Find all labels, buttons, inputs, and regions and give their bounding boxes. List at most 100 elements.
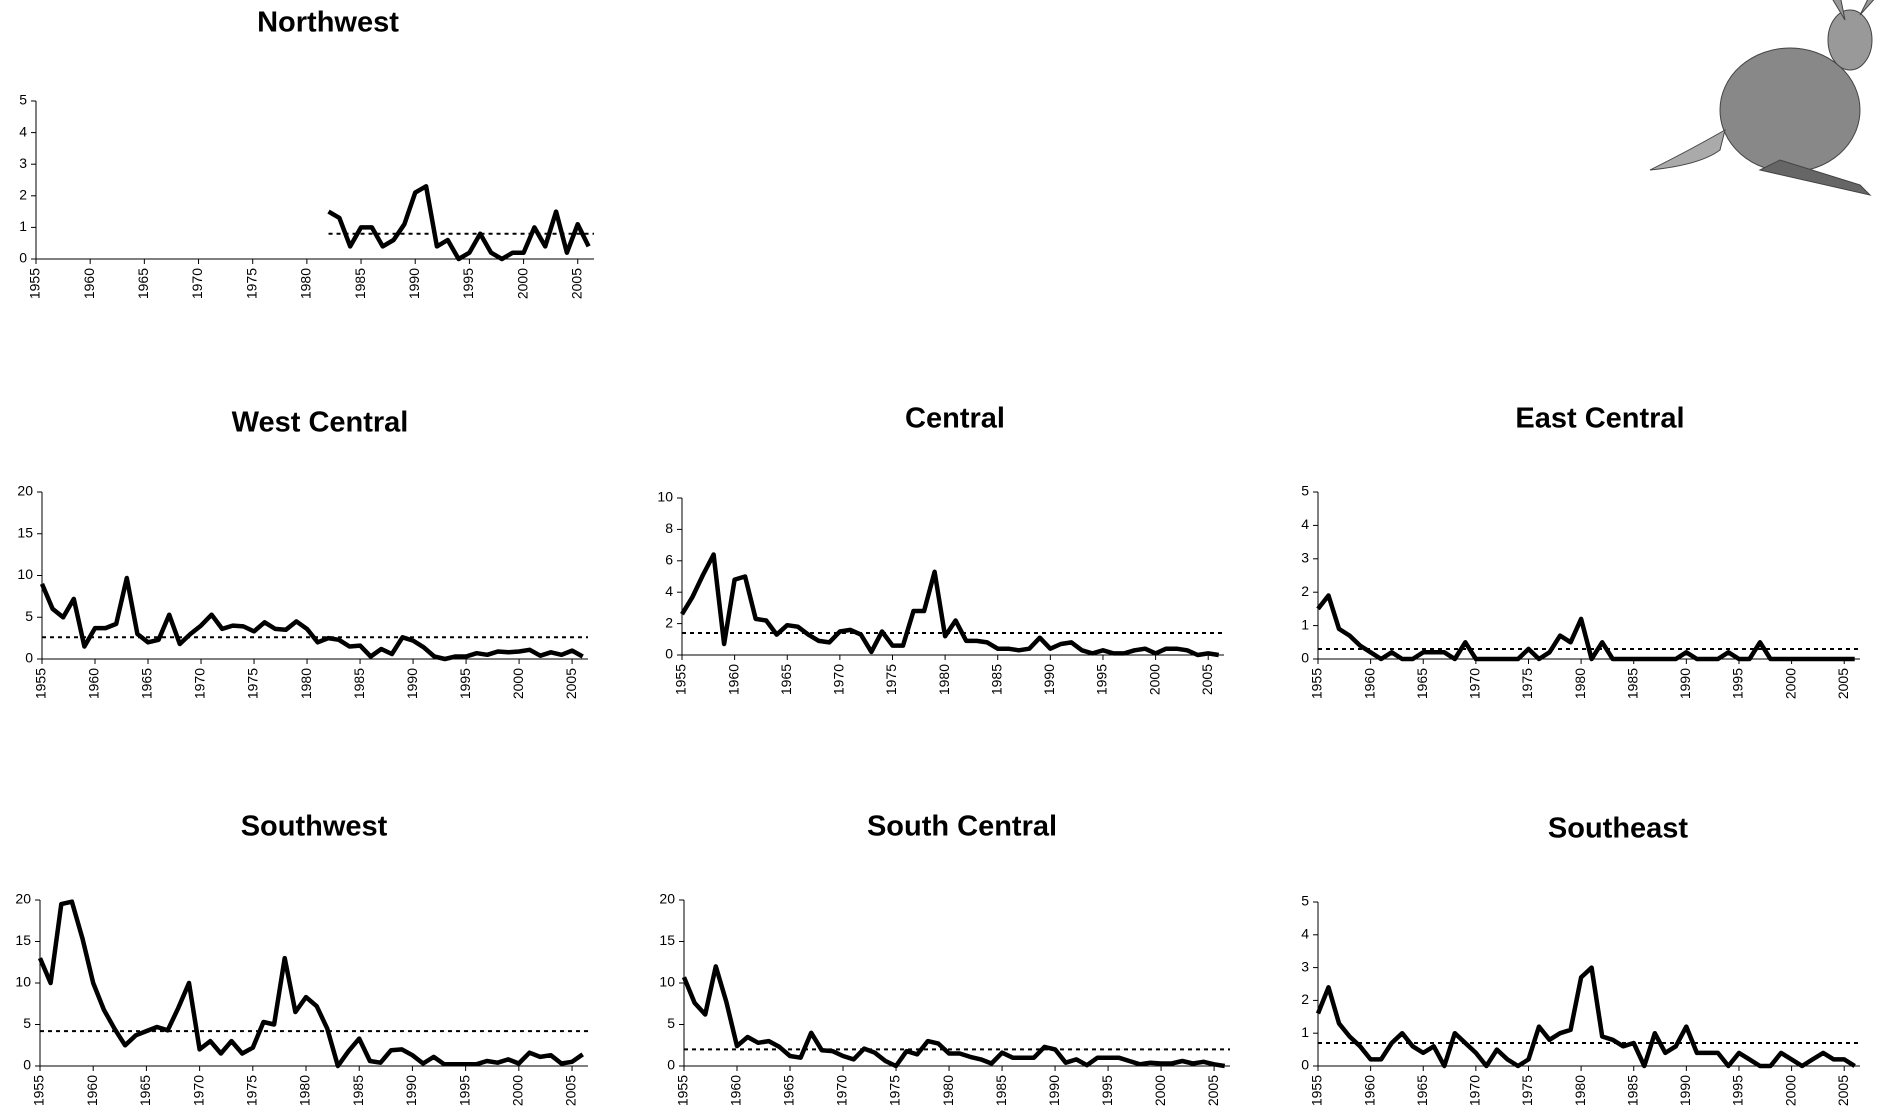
- x-tick-label: 1990: [1046, 1075, 1062, 1106]
- x-tick-label: 2000: [510, 1075, 526, 1106]
- y-tick-label: 15: [659, 932, 675, 948]
- y-tick-label: 0: [665, 646, 673, 662]
- x-tick-label: 1985: [1624, 668, 1640, 699]
- y-tick-label: 2: [19, 187, 27, 203]
- x-tick-label: 1960: [86, 668, 102, 699]
- y-tick-label: 10: [657, 489, 673, 505]
- y-tick-label: 6: [665, 552, 673, 568]
- x-tick-label: 1965: [778, 664, 794, 695]
- x-tick-label: 1985: [350, 1075, 366, 1106]
- x-tick-label: 1970: [189, 268, 205, 299]
- y-tick-label: 0: [667, 1057, 675, 1073]
- x-tick-label: 1960: [725, 664, 741, 695]
- y-tick-label: 4: [1301, 926, 1309, 942]
- x-tick-label: 1995: [460, 268, 476, 299]
- y-tick-label: 10: [15, 974, 31, 990]
- x-tick-label: 1980: [936, 664, 952, 695]
- y-tick-label: 20: [659, 891, 675, 907]
- y-tick-label: 20: [15, 891, 31, 907]
- x-tick-label: 1995: [1099, 1075, 1115, 1106]
- x-tick-label: 1960: [1361, 1075, 1377, 1106]
- x-tick-label: 1965: [1414, 668, 1430, 699]
- x-tick-label: 2000: [1782, 1075, 1798, 1106]
- panel: Central 0 2 4 6 8 10 1955 1960 1965 1970 1975 1980 19…: [657, 403, 1224, 696]
- x-tick-label: 1960: [1361, 668, 1377, 699]
- y-tick-label: 0: [1301, 650, 1309, 666]
- y-tick-label: 3: [1301, 958, 1309, 974]
- x-tick-label: 1970: [1467, 668, 1483, 699]
- panel-title: Central: [905, 403, 1005, 435]
- x-tick-label: 2000: [1146, 664, 1162, 695]
- x-tick-label: 1975: [1519, 1075, 1535, 1106]
- x-tick-label: 2005: [1835, 668, 1851, 699]
- x-tick-label: 1985: [351, 668, 367, 699]
- x-tick-label: 1965: [135, 268, 151, 299]
- figure: Northwest0123451955196019651970197519801…: [0, 0, 1881, 1120]
- y-tick-label: 15: [17, 524, 33, 540]
- x-tick-label: 1995: [1094, 664, 1110, 695]
- y-tick-label: 5: [667, 1015, 675, 1031]
- x-tick-label: 1965: [1414, 1075, 1430, 1106]
- data-line: [40, 902, 583, 1066]
- y-tick-label: 1: [19, 218, 27, 234]
- x-tick-label: 1995: [1730, 1075, 1746, 1106]
- x-tick-label: 1980: [297, 1075, 313, 1106]
- x-tick-label: 1960: [81, 268, 97, 299]
- x-tick-label: 2005: [1199, 664, 1215, 695]
- y-tick-label: 2: [665, 614, 673, 630]
- x-tick-label: 1955: [31, 1075, 47, 1106]
- x-tick-label: 1955: [33, 668, 49, 699]
- y-tick-label: 2: [1301, 583, 1309, 599]
- x-tick-label: 1990: [1677, 668, 1693, 699]
- x-tick-label: 2000: [510, 668, 526, 699]
- x-tick-label: 1985: [993, 1075, 1009, 1106]
- x-tick-label: 1975: [245, 668, 261, 699]
- y-tick-label: 0: [19, 250, 27, 266]
- y-tick-label: 8: [665, 520, 673, 536]
- panel: Southwest0510152019551960196519701975198…: [15, 811, 588, 1107]
- x-tick-label: 1955: [1309, 1075, 1325, 1106]
- x-tick-label: 1975: [243, 268, 259, 299]
- x-tick-label: 1980: [298, 268, 314, 299]
- y-tick-label: 5: [1301, 893, 1309, 909]
- x-tick-label: 1990: [403, 1075, 419, 1106]
- x-tick-label: 1985: [1624, 1075, 1640, 1106]
- x-tick-label: 1975: [1519, 668, 1535, 699]
- x-tick-label: 1985: [352, 268, 368, 299]
- panel-title: Southeast: [1548, 813, 1689, 845]
- x-tick-label: 2005: [1835, 1075, 1851, 1106]
- x-tick-label: 1965: [781, 1075, 797, 1106]
- x-tick-label: 1990: [1677, 1075, 1693, 1106]
- x-tick-label: 1970: [1467, 1075, 1483, 1106]
- y-tick-label: 20: [17, 483, 33, 499]
- y-tick-label: 0: [23, 1057, 31, 1073]
- x-tick-label: 1970: [831, 664, 847, 695]
- x-tick-label: 1990: [1041, 664, 1057, 695]
- y-tick-label: 3: [1301, 550, 1309, 566]
- x-tick-label: 1965: [137, 1075, 153, 1106]
- y-tick-label: 4: [665, 583, 673, 599]
- panel-title: West Central: [232, 407, 409, 439]
- x-tick-label: 1975: [883, 664, 899, 695]
- y-tick-label: 5: [19, 92, 27, 108]
- x-tick-label: 1970: [834, 1075, 850, 1106]
- x-tick-label: 2005: [1205, 1075, 1221, 1106]
- x-tick-label: 1980: [940, 1075, 956, 1106]
- x-tick-label: 1975: [887, 1075, 903, 1106]
- y-tick-label: 2: [1301, 991, 1309, 1007]
- panel: South Central051015201955196019651970197…: [659, 811, 1230, 1107]
- x-tick-label: 2000: [514, 268, 530, 299]
- y-tick-label: 0: [25, 650, 33, 666]
- y-tick-label: 5: [25, 608, 33, 624]
- y-tick-label: 10: [659, 974, 675, 990]
- y-tick-label: 0: [1301, 1057, 1309, 1073]
- x-tick-label: 1980: [298, 668, 314, 699]
- x-tick-label: 2000: [1782, 668, 1798, 699]
- data-line: [42, 578, 583, 659]
- x-tick-label: 1955: [673, 664, 689, 695]
- x-tick-label: 1955: [1309, 668, 1325, 699]
